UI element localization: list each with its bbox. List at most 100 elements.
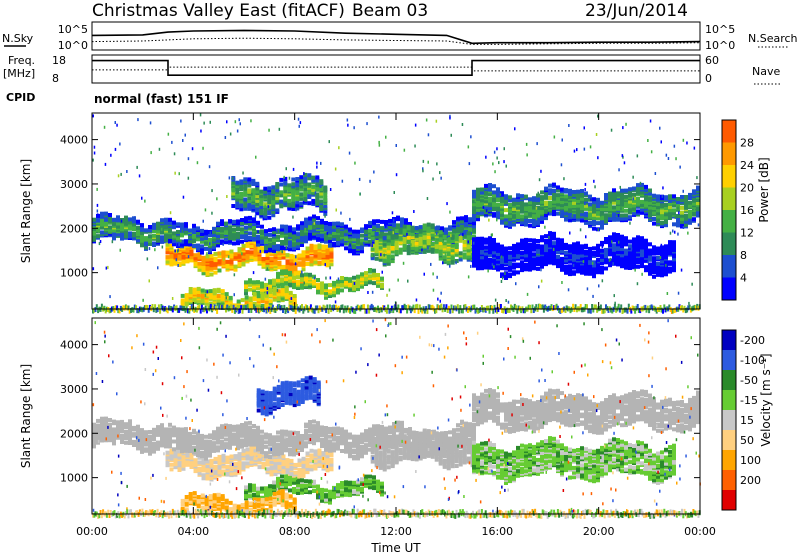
power-nearrange-cell [588,308,591,314]
power-nearrange-cell [294,308,297,314]
power-cell [676,214,680,218]
power-cell [356,280,360,285]
power-cell [508,272,512,277]
power-cell [275,208,280,213]
power-speckle [254,214,257,218]
power-cell [293,265,298,270]
power-nearrange-cell [550,304,553,310]
power-speckle [224,136,227,139]
power-cell [552,212,556,217]
power-cell [488,257,492,262]
power-cell [528,205,532,210]
power-cell [243,185,248,190]
power-speckle [467,275,470,279]
power-cell [148,242,152,246]
power-speckle [219,252,222,256]
power-cell [496,193,500,198]
power-nearrange-cell [232,304,235,310]
power-cell [454,241,459,246]
power-nearrange-cell [222,305,225,310]
power-cell [640,257,644,262]
power-speckle [204,208,207,212]
power-cell [316,288,320,293]
power-cell [374,232,379,236]
power-nearrange-cell [259,307,262,313]
power-cell [317,254,322,259]
power-cell [576,267,580,272]
power-nearrange-cell [574,304,577,310]
power-cell [688,200,692,205]
power-speckle [276,288,279,292]
power-cell [668,240,672,245]
power-nearrange-cell [625,307,628,313]
power-speckle [369,179,371,183]
power-nearrange-cell [501,308,504,313]
power-nearrange-cell [330,307,333,313]
power-nearrange-cell [347,307,350,313]
power-cell [176,236,180,241]
power-speckle [187,157,190,161]
power-cell [648,268,652,273]
power-cell [466,231,471,236]
power-cell [235,180,240,185]
power-cell [140,223,144,228]
power-nearrange-cell [251,304,254,310]
power-cell [296,241,300,246]
power-cell [680,195,684,199]
power-cell [275,182,280,186]
power-cell [402,243,407,248]
power-cell [644,268,648,273]
power-speckle [347,123,349,127]
power-cell [398,230,403,235]
power-speckle [673,144,676,148]
power-cell [240,227,244,232]
power-cell [112,220,116,225]
power-cell [596,221,600,226]
power-cell [672,222,676,227]
power-speckle [556,239,559,243]
power-cell [528,223,532,228]
power-speckle [250,119,252,123]
power-cell [652,274,656,279]
power-nearrange-cell [624,307,626,313]
power-nearrange-cell [325,308,328,313]
power-cell [251,178,256,183]
power-cell [235,190,240,194]
power-cell [321,244,326,249]
power-cell [544,254,548,259]
power-cell [224,230,228,235]
power-nearrange-cell [560,308,563,314]
power-cell [332,234,336,239]
power-cell [315,181,320,186]
power-nearrange-cell [442,304,445,310]
power-cell [108,225,112,230]
nave-tick-top: 60 [705,54,719,67]
power-nearrange-cell [333,305,336,310]
power-speckle [461,123,464,126]
power-cell [160,238,164,243]
power-nearrange-cell [447,305,450,311]
power-cell [568,204,572,209]
power-nearrange-cell [626,308,629,314]
power-nearrange-cell [572,303,575,309]
power-cell [492,193,496,198]
power-cell [112,233,116,238]
power-cell [476,250,480,255]
power-speckle [228,176,231,180]
power-cell [612,205,616,210]
power-cell [220,289,225,294]
power-cell [204,246,208,251]
power-cell [336,279,340,284]
power-cell [500,209,504,214]
power-cell [568,264,572,269]
power-nearrange-cell [147,307,150,313]
power-nearrange-cell [441,307,444,313]
power-cell [576,203,580,208]
power-speckle [259,249,262,253]
power-cell [304,217,308,222]
power-speckle [677,206,679,210]
power-nearrange-cell [100,303,103,309]
power-cell [344,229,348,234]
power-speckle [679,165,681,169]
power-speckle [225,296,227,300]
